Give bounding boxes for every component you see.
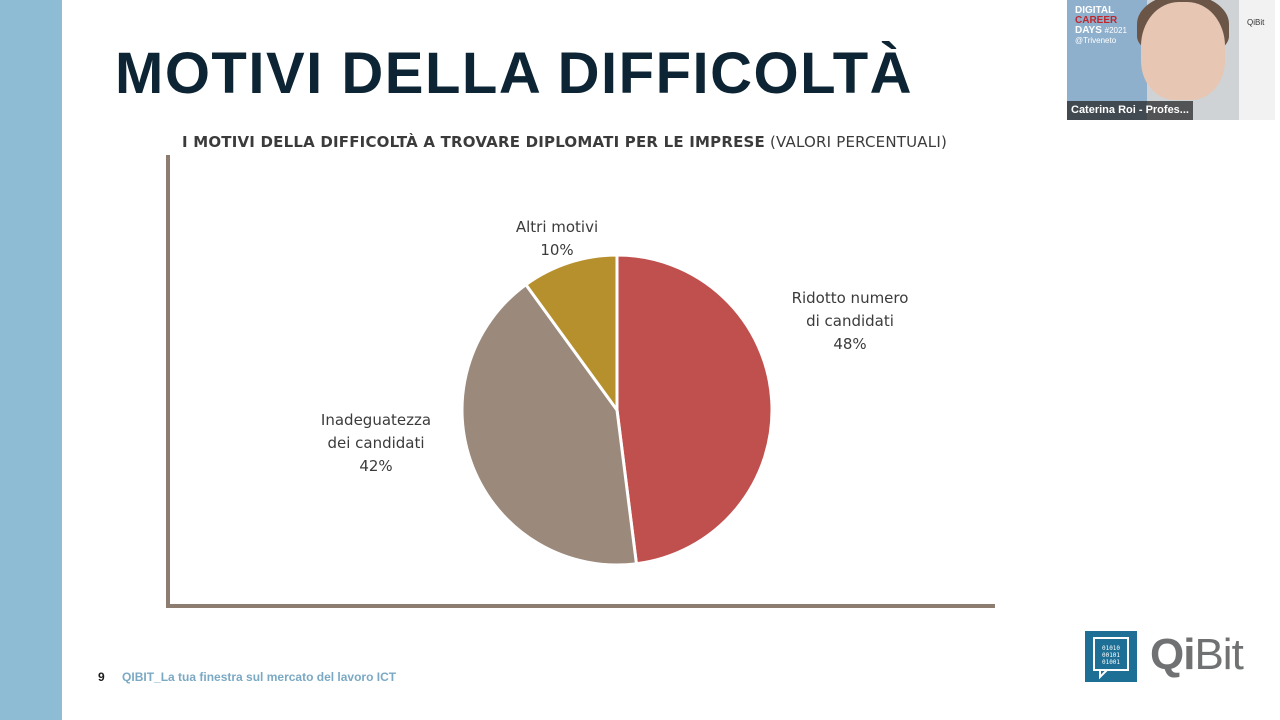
chat-bubble-icon: 01010 00101 01001 bbox=[1093, 637, 1129, 680]
video-background-wall bbox=[1239, 0, 1275, 120]
pie-value-label-2: 42% bbox=[359, 457, 392, 475]
pie-value-label-1: 48% bbox=[833, 335, 866, 353]
event-year: #2021 bbox=[1104, 26, 1127, 35]
footer-text: QIBIT_La tua finestra sul mercato del la… bbox=[122, 670, 397, 684]
slide-left-accent-bar bbox=[0, 0, 62, 720]
event-line-1: DIGITAL bbox=[1075, 5, 1115, 16]
qibit-logo-text: QiBit bbox=[1150, 630, 1244, 680]
video-background-banner bbox=[1067, 0, 1147, 120]
qibit-logo-icon: 01010 00101 01001 bbox=[1085, 631, 1137, 682]
chart-heading-bold: I MOTIVI DELLA DIFFICOLTÀ A TROVARE DIPL… bbox=[182, 133, 765, 151]
pie-slice-3 bbox=[523, 253, 619, 415]
pie-label-2-line-1: Inadeguatezza bbox=[321, 411, 431, 429]
video-mini-logo: QiBit bbox=[1247, 18, 1265, 27]
slide-title: MOTIVI DELLA DIFFICOLTÀ bbox=[115, 41, 914, 106]
event-line-3: DAYS bbox=[1075, 25, 1102, 36]
speaker-video-tile[interactable]: DIGITAL CAREER DAYS #2021 @Triveneto QiB… bbox=[1067, 0, 1275, 120]
logo-code-line-1: 01010 bbox=[1102, 645, 1120, 652]
logo-code-line-2: 00101 bbox=[1102, 652, 1120, 659]
pie-label-1-line-1: Ridotto numero bbox=[792, 289, 909, 307]
logo-text-bold: Qi bbox=[1150, 630, 1195, 679]
speaker-name-tag: Caterina Roi - Profes... bbox=[1067, 101, 1193, 120]
slide-footer: 9 QIBIT_La tua finestra sul mercato del … bbox=[98, 670, 396, 684]
pie-slice-1 bbox=[615, 253, 774, 566]
pie-slices bbox=[460, 253, 774, 567]
event-banner-text: DIGITAL CAREER DAYS #2021 @Triveneto bbox=[1075, 6, 1127, 46]
logo-code-line-3: 01001 bbox=[1102, 659, 1120, 666]
chart-heading-normal: (VALORI PERCENTUALI) bbox=[769, 133, 948, 151]
pie-label-3-line-1: Altri motivi bbox=[516, 218, 598, 236]
logo-text-light: Bit bbox=[1194, 630, 1243, 679]
pie-labels: Ridotto numero di candidati 48% Inadeguatez… bbox=[321, 218, 909, 475]
pie-label-2-line-2: dei candidati bbox=[327, 434, 424, 452]
speaker-avatar bbox=[1141, 2, 1225, 100]
pie-slice-2 bbox=[460, 282, 639, 567]
chart-heading: I MOTIVI DELLA DIFFICOLTÀ A TROVARE DIPL… bbox=[182, 133, 947, 151]
pie-value-label-3: 10% bbox=[540, 241, 573, 259]
event-place: @Triveneto bbox=[1075, 36, 1117, 45]
event-line-2: CAREER bbox=[1075, 15, 1118, 26]
page-number: 9 bbox=[98, 670, 105, 684]
pie-label-1-line-2: di candidati bbox=[806, 312, 894, 330]
